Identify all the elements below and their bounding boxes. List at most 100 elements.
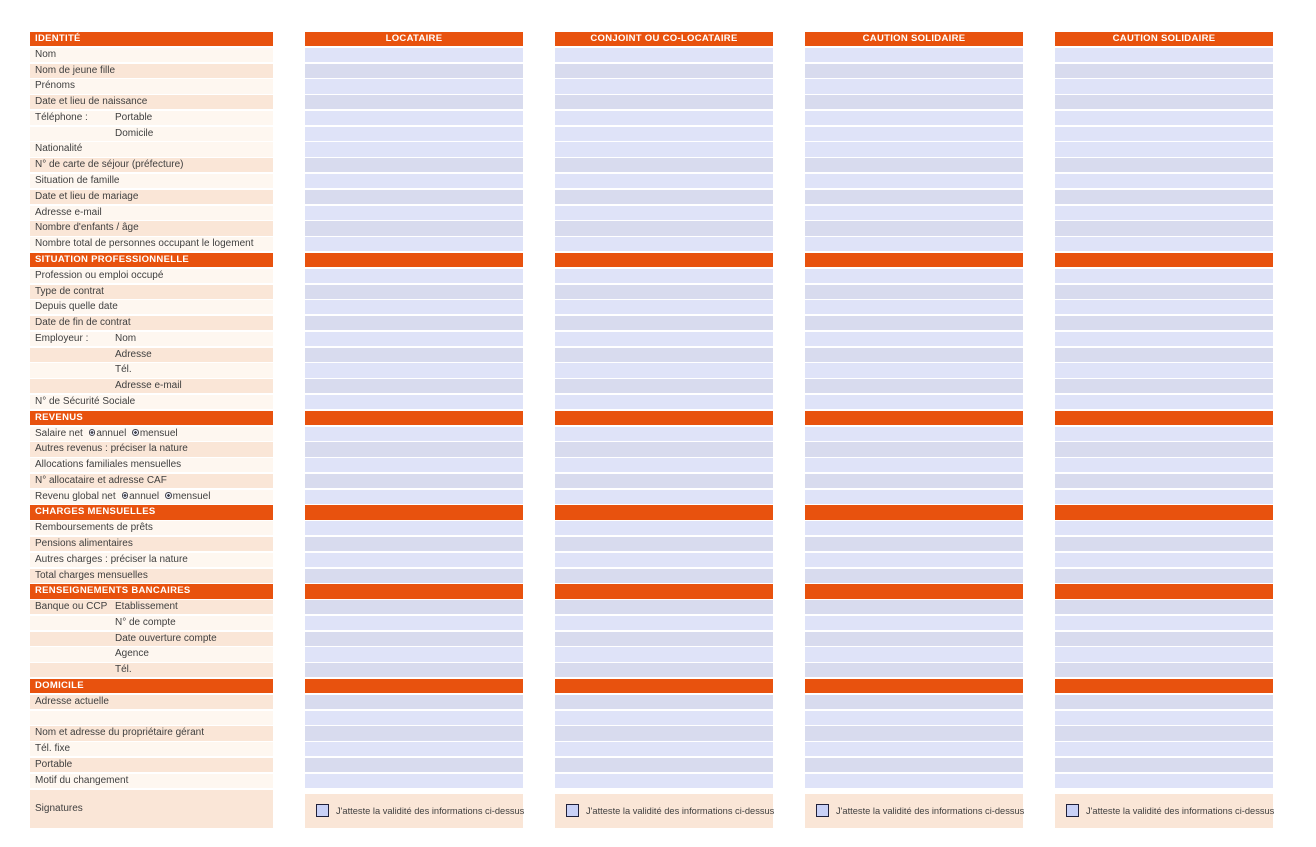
attestation-checkbox[interactable] — [1066, 804, 1079, 817]
input-field[interactable] — [305, 63, 523, 78]
input-field[interactable] — [305, 268, 523, 283]
input-field[interactable] — [305, 458, 523, 473]
input-field[interactable] — [305, 663, 523, 678]
input-field[interactable] — [1055, 426, 1273, 441]
input-field[interactable] — [1055, 95, 1273, 110]
attestation-checkbox[interactable] — [566, 804, 579, 817]
input-field[interactable] — [555, 142, 773, 157]
input-field[interactable] — [805, 615, 1023, 631]
input-field[interactable] — [805, 284, 1023, 299]
input-field[interactable] — [555, 600, 773, 615]
input-field[interactable] — [805, 174, 1023, 189]
input-field[interactable] — [805, 110, 1023, 126]
input-field[interactable] — [555, 521, 773, 536]
input-field[interactable] — [555, 347, 773, 362]
input-field[interactable] — [805, 726, 1023, 741]
input-field[interactable] — [555, 537, 773, 552]
input-field[interactable] — [555, 379, 773, 394]
input-field[interactable] — [805, 694, 1023, 709]
input-field[interactable] — [555, 442, 773, 457]
input-field[interactable] — [1055, 379, 1273, 394]
input-field[interactable] — [555, 174, 773, 189]
input-field[interactable] — [305, 647, 523, 662]
input-field[interactable] — [555, 268, 773, 283]
input-field[interactable] — [305, 757, 523, 773]
input-field[interactable] — [305, 489, 523, 504]
input-field[interactable] — [805, 221, 1023, 236]
input-field[interactable] — [805, 568, 1023, 583]
input-field[interactable] — [805, 300, 1023, 315]
input-field[interactable] — [305, 442, 523, 457]
input-field[interactable] — [305, 331, 523, 347]
input-field[interactable] — [555, 316, 773, 331]
input-field[interactable] — [1055, 537, 1273, 552]
input-field[interactable] — [1055, 489, 1273, 504]
input-field[interactable] — [805, 773, 1023, 788]
input-field[interactable] — [805, 379, 1023, 394]
input-field[interactable] — [555, 473, 773, 489]
input-field[interactable] — [1055, 221, 1273, 236]
input-field[interactable] — [805, 442, 1023, 457]
input-field[interactable] — [805, 710, 1023, 725]
input-field[interactable] — [805, 205, 1023, 220]
input-field[interactable] — [1055, 205, 1273, 220]
input-field[interactable] — [1055, 268, 1273, 283]
input-field[interactable] — [805, 237, 1023, 252]
input-field[interactable] — [305, 142, 523, 157]
input-field[interactable] — [1055, 158, 1273, 173]
input-field[interactable] — [805, 521, 1023, 536]
input-field[interactable] — [1055, 47, 1273, 62]
input-field[interactable] — [1055, 126, 1273, 141]
input-field[interactable] — [305, 205, 523, 220]
input-field[interactable] — [1055, 742, 1273, 757]
input-field[interactable] — [1055, 174, 1273, 189]
input-field[interactable] — [305, 189, 523, 204]
input-field[interactable] — [305, 316, 523, 331]
input-field[interactable] — [805, 742, 1023, 757]
radio-option-label[interactable]: annuel — [96, 427, 127, 439]
input-field[interactable] — [305, 521, 523, 536]
radio-option-label[interactable]: mensuel — [172, 490, 211, 502]
input-field[interactable] — [305, 237, 523, 252]
input-field[interactable] — [1055, 631, 1273, 646]
input-field[interactable] — [1055, 647, 1273, 662]
radio-icon[interactable] — [88, 429, 96, 436]
input-field[interactable] — [555, 458, 773, 473]
input-field[interactable] — [1055, 521, 1273, 536]
input-field[interactable] — [805, 631, 1023, 646]
input-field[interactable] — [555, 726, 773, 741]
input-field[interactable] — [555, 189, 773, 204]
input-field[interactable] — [305, 47, 523, 62]
input-field[interactable] — [1055, 63, 1273, 78]
input-field[interactable] — [805, 79, 1023, 94]
input-field[interactable] — [555, 47, 773, 62]
input-field[interactable] — [1055, 363, 1273, 378]
input-field[interactable] — [555, 489, 773, 504]
input-field[interactable] — [555, 126, 773, 141]
input-field[interactable] — [305, 79, 523, 94]
input-field[interactable] — [555, 552, 773, 567]
input-field[interactable] — [305, 537, 523, 552]
input-field[interactable] — [555, 568, 773, 583]
input-field[interactable] — [555, 79, 773, 94]
input-field[interactable] — [805, 663, 1023, 678]
attestation-checkbox[interactable] — [316, 804, 329, 817]
input-field[interactable] — [305, 95, 523, 110]
input-field[interactable] — [305, 552, 523, 567]
input-field[interactable] — [1055, 458, 1273, 473]
input-field[interactable] — [305, 174, 523, 189]
input-field[interactable] — [555, 757, 773, 773]
input-field[interactable] — [555, 663, 773, 678]
input-field[interactable] — [555, 205, 773, 220]
input-field[interactable] — [555, 394, 773, 410]
input-field[interactable] — [305, 158, 523, 173]
input-field[interactable] — [555, 631, 773, 646]
input-field[interactable] — [555, 363, 773, 378]
input-field[interactable] — [805, 394, 1023, 410]
input-field[interactable] — [305, 426, 523, 441]
attestation-checkbox[interactable] — [816, 804, 829, 817]
input-field[interactable] — [1055, 600, 1273, 615]
input-field[interactable] — [305, 615, 523, 631]
input-field[interactable] — [1055, 331, 1273, 347]
input-field[interactable] — [1055, 615, 1273, 631]
